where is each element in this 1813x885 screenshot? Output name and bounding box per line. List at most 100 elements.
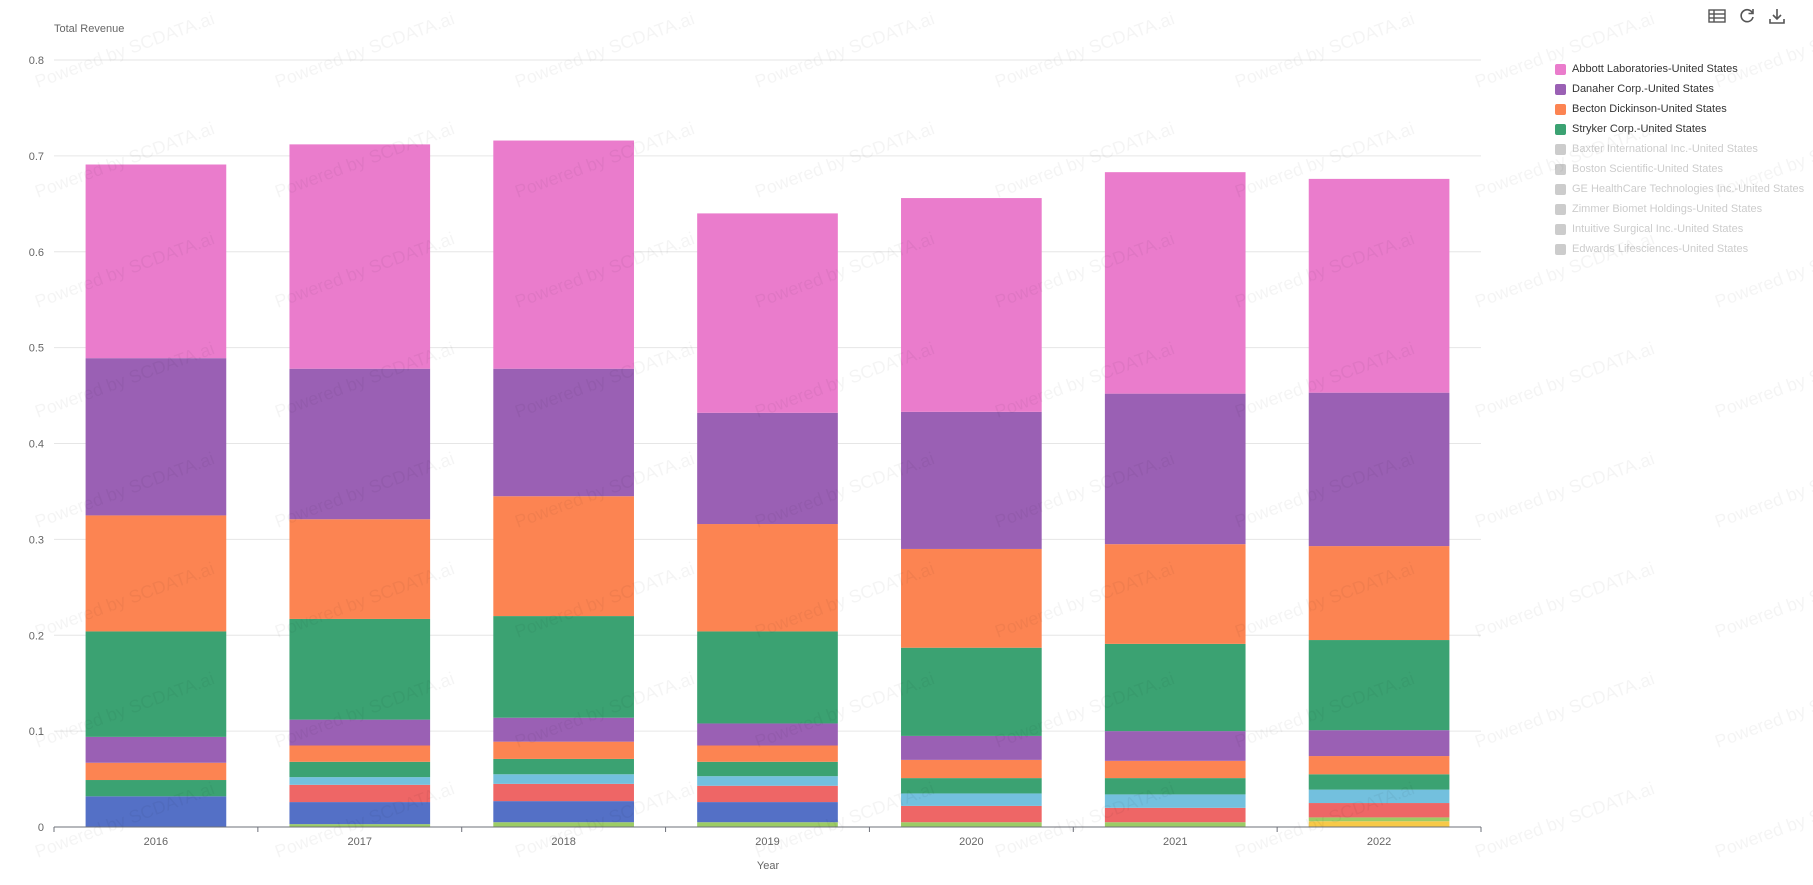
bar-segment[interactable] (697, 723, 838, 746)
bar-segment[interactable] (493, 758, 634, 775)
bar-segment[interactable] (85, 164, 227, 359)
legend-swatch (1555, 123, 1566, 135)
bar-segment[interactable] (1104, 794, 1246, 808)
legend-item[interactable]: Danaher Corp.-United States (1555, 79, 1804, 99)
bar-segment[interactable] (85, 780, 227, 797)
bar-segment[interactable] (85, 736, 227, 763)
bar-segment[interactable] (901, 805, 1042, 823)
legend-item[interactable]: Becton Dickinson-United States (1555, 99, 1804, 119)
bar-segment[interactable] (85, 515, 227, 632)
bar-segment[interactable] (901, 735, 1042, 760)
x-tick-label: 2021 (1163, 836, 1187, 848)
bar-segment[interactable] (493, 783, 634, 802)
bar-segment[interactable] (289, 618, 431, 720)
bar-segment[interactable] (901, 198, 1042, 412)
y-tick-label: 0 (38, 822, 44, 834)
legend-label: GE HealthCare Technologies Inc.-United S… (1572, 183, 1805, 195)
legend-swatch (1555, 63, 1566, 75)
bar-segment[interactable] (697, 785, 838, 803)
bar-segment[interactable] (1104, 760, 1246, 779)
legend-swatch (1555, 243, 1566, 255)
bar-segment[interactable] (85, 358, 227, 516)
bar-segment[interactable] (289, 519, 431, 619)
bar-segment[interactable] (697, 631, 838, 724)
bar-segment[interactable] (901, 778, 1042, 794)
legend-item[interactable]: Boston Scientific-United States (1555, 159, 1804, 179)
bar-segment[interactable] (901, 759, 1042, 779)
bar-segment[interactable] (493, 616, 634, 718)
bar-segment[interactable] (1104, 807, 1246, 823)
legend-item[interactable]: Edwards Lifesciences-United States (1555, 239, 1804, 259)
bar-segment[interactable] (1104, 731, 1246, 761)
bar-segment[interactable] (85, 631, 227, 737)
bar-segment[interactable] (289, 761, 431, 778)
bar-segment[interactable] (289, 777, 431, 785)
bar-segment[interactable] (1308, 803, 1450, 818)
bar-segment[interactable] (1308, 546, 1450, 641)
y-tick-label: 0.8 (29, 55, 44, 67)
legend-item[interactable]: Stryker Corp.-United States (1555, 119, 1804, 139)
bar-segment[interactable] (901, 793, 1042, 806)
bar-segment[interactable] (697, 412, 838, 525)
bar-segment[interactable] (289, 802, 431, 825)
bar-segment[interactable] (901, 647, 1042, 736)
bar-segment[interactable] (901, 822, 1042, 827)
bar-segment[interactable] (1308, 821, 1450, 827)
bar-segment[interactable] (289, 784, 431, 803)
download-icon[interactable] (1767, 6, 1787, 26)
legend-item[interactable]: Abbott Laboratories-United States (1555, 59, 1804, 79)
bar-segment[interactable] (1308, 817, 1450, 822)
bar-segment[interactable] (1104, 822, 1246, 827)
bar-segment[interactable] (289, 719, 431, 746)
bar-segment[interactable] (901, 411, 1042, 549)
bar-segment[interactable] (493, 368, 634, 497)
data-view-icon[interactable] (1707, 6, 1727, 26)
bar-segment[interactable] (901, 548, 1042, 648)
bar-segment[interactable] (697, 761, 838, 777)
bar-segment[interactable] (289, 144, 431, 369)
legend-label: Edwards Lifesciences-United States (1572, 243, 1749, 255)
bar-segment[interactable] (697, 822, 838, 827)
bar-segment[interactable] (1104, 643, 1246, 732)
bar-segment[interactable] (85, 762, 227, 781)
bar-segment[interactable] (493, 140, 634, 369)
legend-item[interactable]: GE HealthCare Technologies Inc.-United S… (1555, 179, 1804, 199)
legend-swatch (1555, 163, 1566, 175)
legend-swatch (1555, 183, 1566, 195)
legend-swatch (1555, 203, 1566, 215)
bar-segment[interactable] (493, 801, 634, 823)
legend-item[interactable]: Zimmer Biomet Holdings-United States (1555, 199, 1804, 219)
bar-segment[interactable] (1308, 756, 1450, 775)
bar-segment[interactable] (85, 796, 227, 827)
refresh-icon[interactable] (1737, 6, 1757, 26)
bar-segment[interactable] (697, 213, 838, 413)
bar-segment[interactable] (697, 524, 838, 632)
bar-segment[interactable] (493, 822, 634, 827)
bar-segment[interactable] (697, 802, 838, 823)
bar-segment[interactable] (697, 776, 838, 786)
bar-segment[interactable] (1308, 640, 1450, 731)
bar-segment[interactable] (493, 496, 634, 617)
bar-segment[interactable] (289, 824, 431, 827)
bar-segment[interactable] (493, 717, 634, 742)
bar-segment[interactable] (1104, 393, 1246, 545)
bar-segment[interactable] (493, 774, 634, 784)
bar-segment[interactable] (697, 745, 838, 762)
legend-item[interactable]: Intuitive Surgical Inc.-United States (1555, 219, 1804, 239)
bar-segment[interactable] (289, 745, 431, 762)
bar-segment[interactable] (1308, 789, 1450, 804)
bar-segment[interactable] (1308, 730, 1450, 757)
legend-swatch (1555, 223, 1566, 235)
bar-segment[interactable] (1104, 544, 1246, 644)
bar-segment[interactable] (1104, 172, 1246, 394)
bar-segment[interactable] (493, 741, 634, 759)
bar-segment[interactable] (1308, 774, 1450, 790)
bar-segment[interactable] (1104, 778, 1246, 795)
x-tick-label: 2022 (1367, 836, 1391, 848)
bar-segment[interactable] (289, 368, 431, 520)
bar-segment[interactable] (1308, 392, 1450, 547)
legend-item[interactable]: Baxter International Inc.-United States (1555, 139, 1804, 159)
x-tick-label: 2016 (144, 836, 168, 848)
bar-segment[interactable] (1308, 178, 1450, 393)
